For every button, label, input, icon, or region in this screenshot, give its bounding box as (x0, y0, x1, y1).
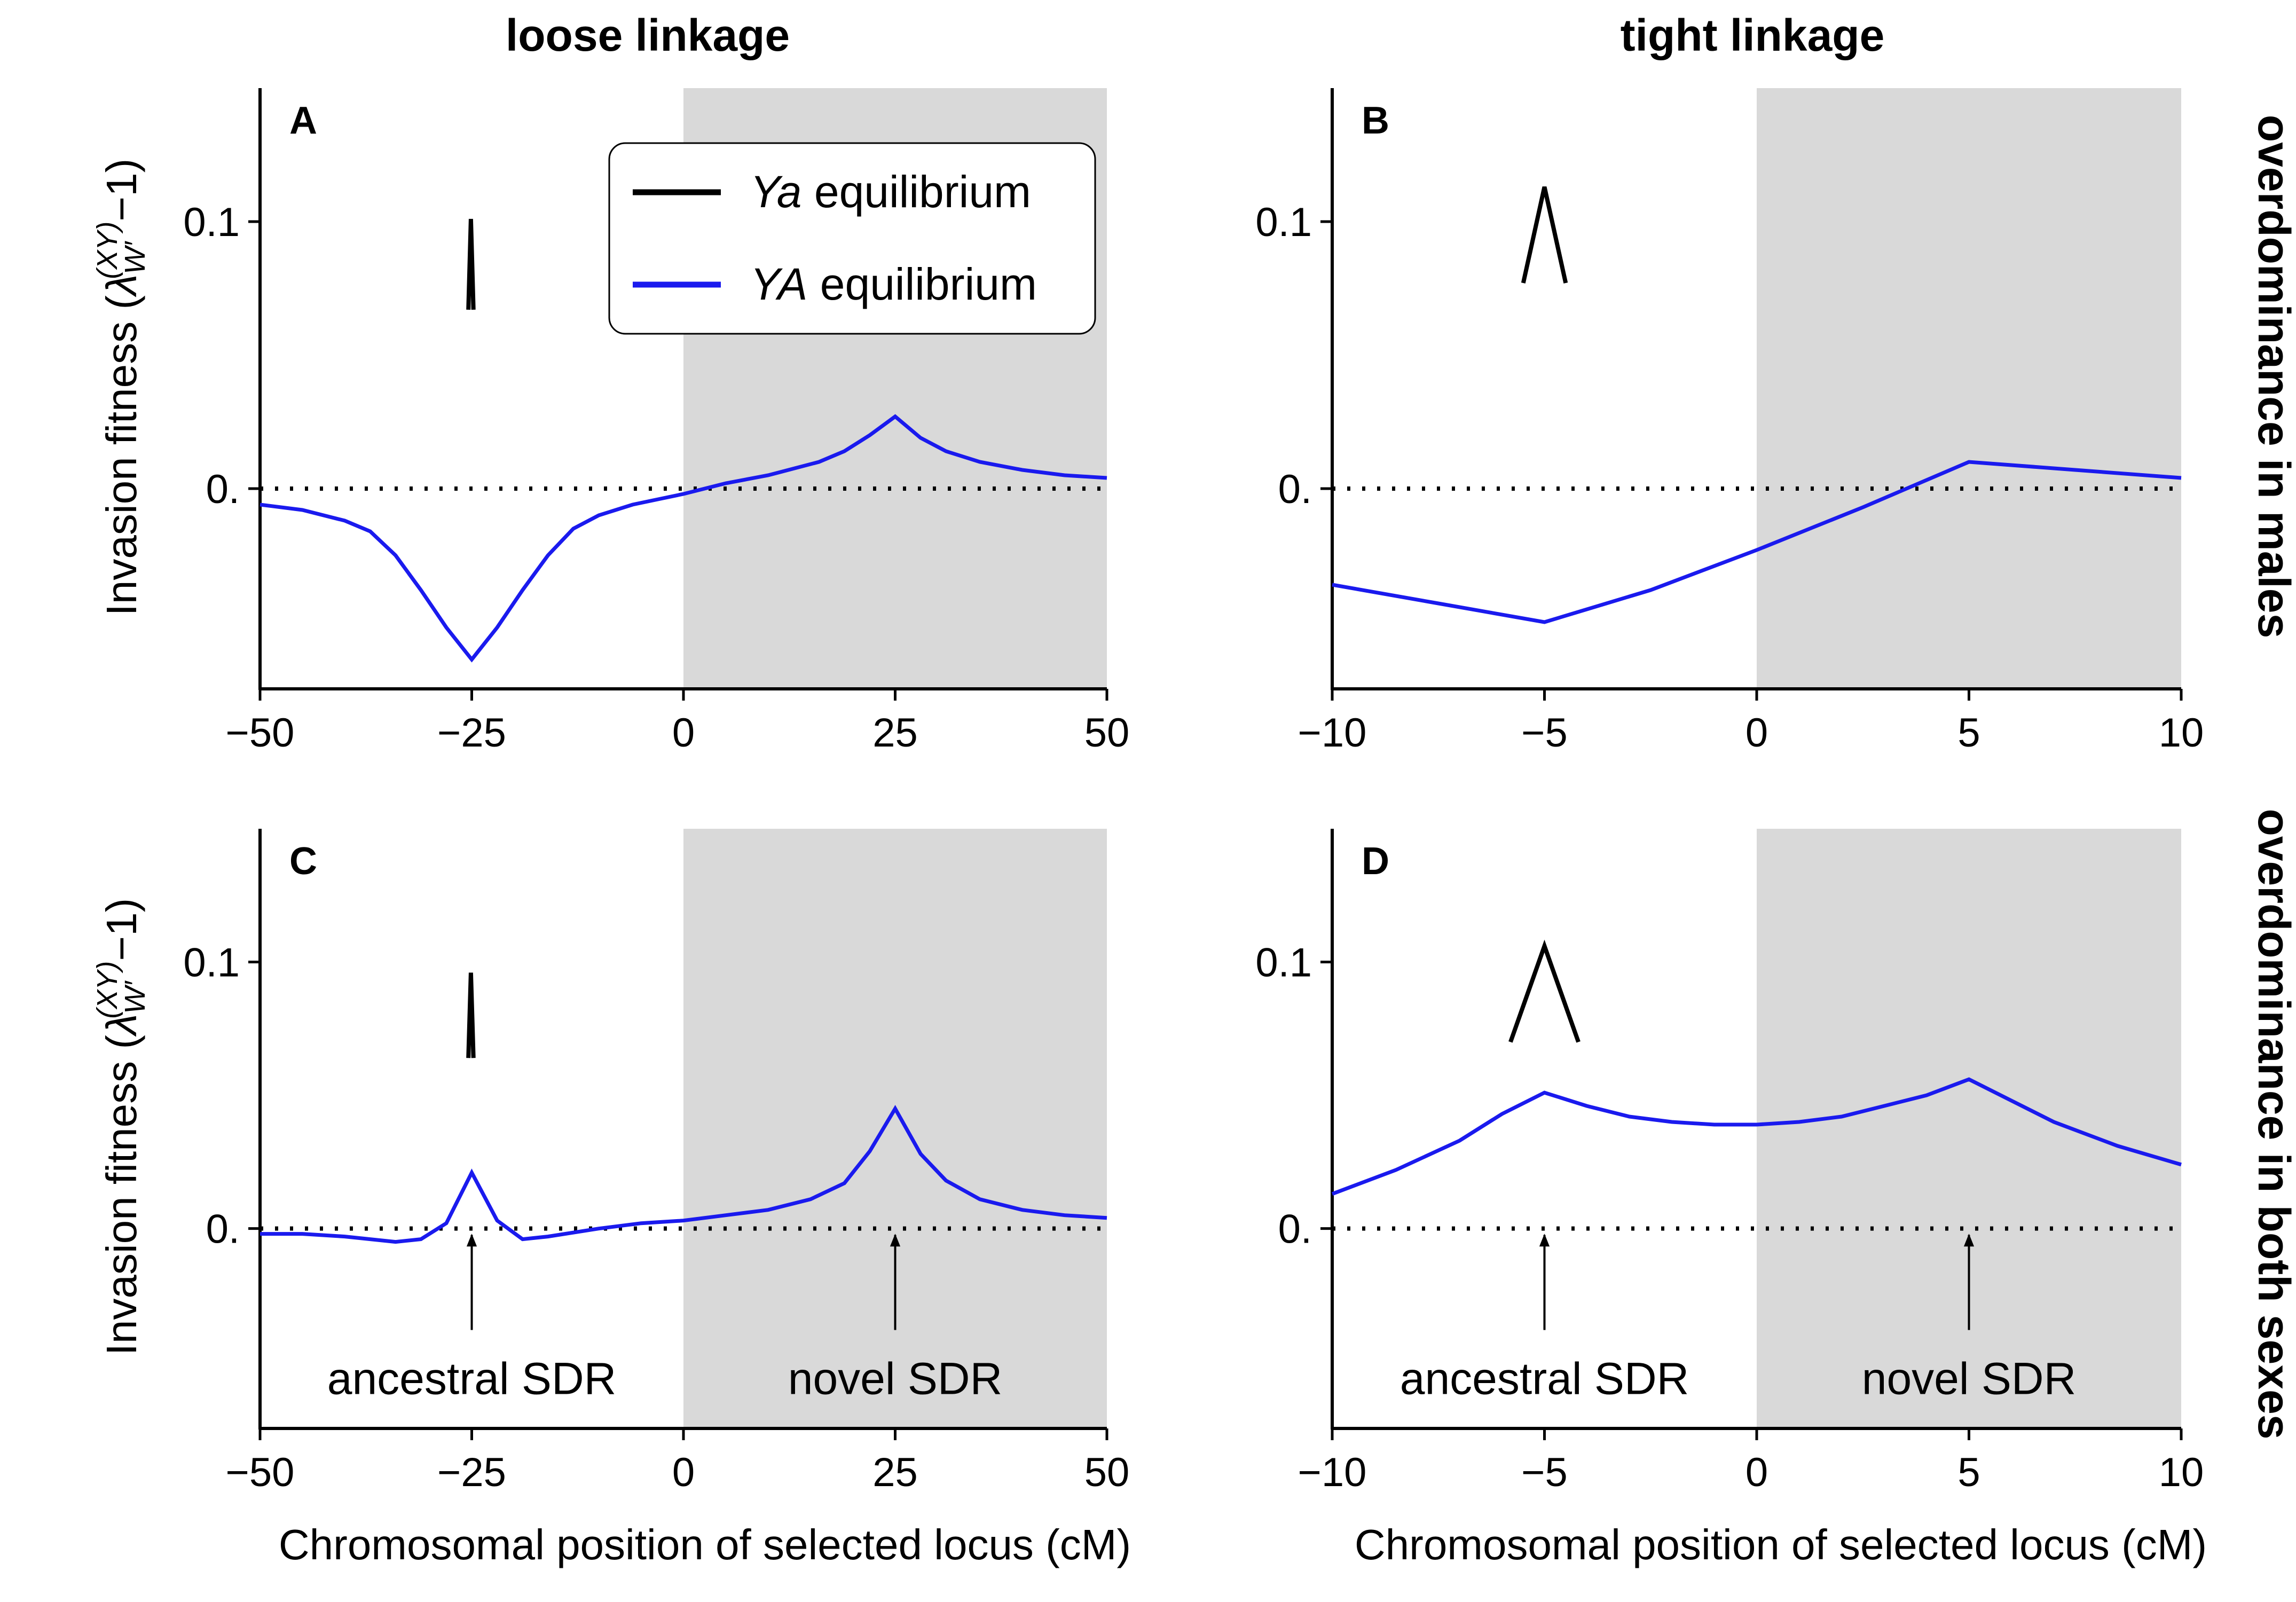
shaded-region (1757, 88, 2181, 689)
x-tick-label: 25 (872, 710, 918, 756)
annotation-novel-sdr: novel SDR (788, 1234, 1003, 1404)
x-tick-label: −50 (226, 710, 295, 756)
column-title-tight: tight linkage (1621, 10, 1885, 60)
y-label-sub: W′ (119, 241, 151, 274)
x-tick-label: −25 (437, 710, 506, 756)
y-tick-label: 0.1 (183, 200, 240, 245)
annotation-label: novel SDR (1862, 1354, 2077, 1404)
y-axis-label-bottom: Invasion fitness (λW′(XY)−1) (91, 898, 151, 1356)
x-tick-label: −50 (226, 1450, 295, 1495)
y-label-tail: −1) (98, 898, 145, 961)
y-tick-label: 0. (1278, 467, 1312, 512)
panel-letter-C: C (289, 840, 317, 883)
y-axis-label-top: Invasion fitness (λW′(XY)−1) (91, 159, 151, 616)
x-tick-label: −25 (437, 1450, 506, 1495)
panel-letter-B: B (1362, 99, 1389, 142)
shaded-region (1757, 829, 2181, 1428)
x-tick-label: 50 (1084, 1450, 1130, 1495)
svg-text:Invasion fitness (λW′(XY)−1): Invasion fitness (λW′(XY)−1) (91, 898, 151, 1356)
x-tick-label: 50 (1084, 710, 1130, 756)
x-tick-label: 0 (672, 1450, 695, 1495)
series-YA (260, 414, 1107, 663)
y-tick-label: 0. (206, 467, 240, 512)
x-tick-label: 5 (1957, 710, 1980, 756)
y-label-main: Invasion fitness ( (98, 1035, 145, 1356)
shaded-region (683, 829, 1107, 1428)
series-YA (1332, 460, 2182, 624)
y-tick-label: 0. (206, 1207, 240, 1252)
legend: Ya equilibrium YA equilibrium (608, 142, 1096, 335)
svg-text:Invasion fitness (λW′(XY)−1): Invasion fitness (λW′(XY)−1) (91, 159, 151, 616)
x-tick-label: 10 (2159, 1450, 2204, 1495)
annotation-ancestral-sdr: ancestral SDR (327, 1234, 617, 1404)
series-YA (1331, 1077, 2182, 1196)
legend-box (608, 142, 1096, 335)
y-label-tail: −1) (98, 159, 145, 222)
y-label-sup: (XY) (91, 222, 123, 279)
x-tick-label: −5 (1521, 1450, 1568, 1495)
y-label-sup: (XY) (91, 961, 123, 1019)
annotation-ancestral-sdr: ancestral SDR (1400, 1234, 1689, 1404)
annotation-label: ancestral SDR (1400, 1354, 1689, 1404)
x-tick-label: 0 (1745, 1450, 1768, 1495)
y-label-main: Invasion fitness ( (98, 295, 145, 616)
series-Ya (1508, 939, 1581, 1043)
legend-label-YA: YA equilibrium (750, 259, 1037, 309)
row-title-both-sexes: overdominance in both sexes (2249, 808, 2296, 1439)
series-YA (260, 1105, 1107, 1244)
series-Ya (466, 218, 476, 310)
legend-label-ya: Ya equilibrium (750, 167, 1031, 217)
y-tick-label: 0.1 (183, 940, 240, 986)
annotation-label: novel SDR (788, 1354, 1003, 1404)
column-title-loose: loose linkage (506, 10, 790, 60)
panel-B: −10 −5 0 5 10 0. 0.1 B (1255, 88, 2204, 756)
x-tick-label: 25 (872, 1450, 918, 1495)
series-Ya (466, 972, 476, 1058)
y-tick-label: 0.1 (1255, 200, 1312, 245)
x-tick-label: −10 (1298, 710, 1367, 756)
panel-letter-A: A (289, 99, 317, 142)
y-label-sub: W′ (119, 980, 151, 1014)
x-axis-label-left: Chromosomal position of selected locus (… (279, 1521, 1131, 1568)
panels: −50 −25 0 25 500.0.1A−10 −5 0 5 100.0.1B−50 −25 0 2… (183, 88, 2204, 1495)
x-tick-label: −10 (1298, 1450, 1367, 1495)
x-tick-label: 10 (2159, 710, 2204, 756)
y-tick-label: 0. (1278, 1207, 1312, 1252)
x-axis-label-right: Chromosomal position of selected locus (… (1355, 1521, 2207, 1568)
annotation-novel-sdr: novel SDR (1862, 1234, 2077, 1404)
x-tick-label: 5 (1957, 1450, 1980, 1495)
row-title-males: overdominance in males (2249, 115, 2296, 638)
y-label-lambda: λ (98, 1014, 145, 1037)
panel-letter-D: D (1362, 840, 1389, 883)
y-tick-label: 0.1 (1255, 940, 1312, 986)
series-Ya (1521, 186, 1568, 284)
x-tick-label: 0 (1745, 710, 1768, 756)
x-tick-label: 0 (672, 710, 695, 756)
annotation-label: ancestral SDR (327, 1354, 617, 1404)
x-tick-label: −5 (1521, 710, 1568, 756)
y-label-lambda: λ (98, 274, 145, 297)
